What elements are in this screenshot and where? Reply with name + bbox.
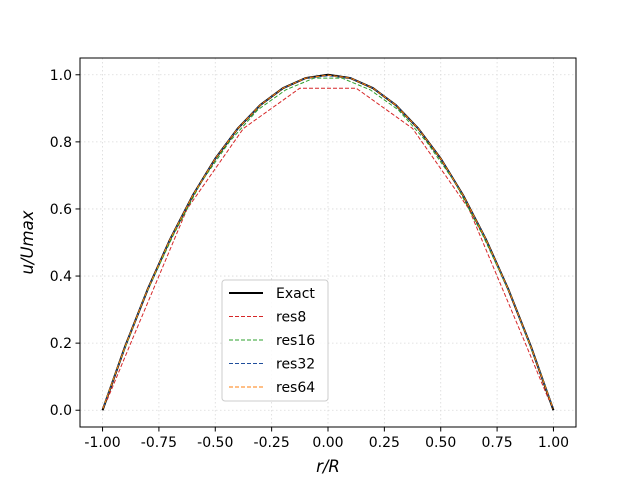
x-tick-label: -0.75 [141,435,177,451]
x-tick-label: 0.00 [312,435,343,451]
y-tick-label: 1.0 [50,68,72,84]
x-axis-ticks: -1.00 -0.75 -0.50 -0.25 0.00 0.25 0.50 0.75 1.00 [84,427,569,451]
legend-label-res32: res32 [276,357,315,373]
series-res64 [102,74,554,409]
legend-label-res8: res8 [276,310,306,326]
legend-box [221,279,329,402]
y-tick-label: 0.2 [50,336,72,352]
grid [80,58,576,427]
x-tick-label: 1.00 [538,435,569,451]
x-tick-label: -0.25 [254,435,290,451]
legend: Exact res8 res16 res32 res64 [221,279,329,402]
y-tick-label: 0.4 [50,269,72,285]
legend-label-res16: res16 [276,333,315,349]
y-axis-label: u/Umax [18,210,37,274]
legend-label-res64: res64 [276,380,315,396]
series-layer [101,73,555,411]
x-tick-label: 0.25 [369,435,400,451]
x-tick-label: 0.75 [482,435,513,451]
y-axis-ticks: 0.0 0.2 0.4 0.6 0.8 1.0 [50,68,80,419]
y-tick-label: 0.6 [50,202,72,218]
y-tick-label: 0.8 [50,135,72,151]
x-axis-label: r/R [316,457,340,476]
legend-label-exact: Exact [276,286,315,302]
x-tick-label: -0.50 [197,435,233,451]
series-res16 [104,77,552,404]
series-res8 [106,87,550,401]
x-tick-label: 0.50 [425,435,456,451]
x-tick-label: -1.00 [84,435,120,451]
y-tick-label: 0.0 [50,403,72,419]
